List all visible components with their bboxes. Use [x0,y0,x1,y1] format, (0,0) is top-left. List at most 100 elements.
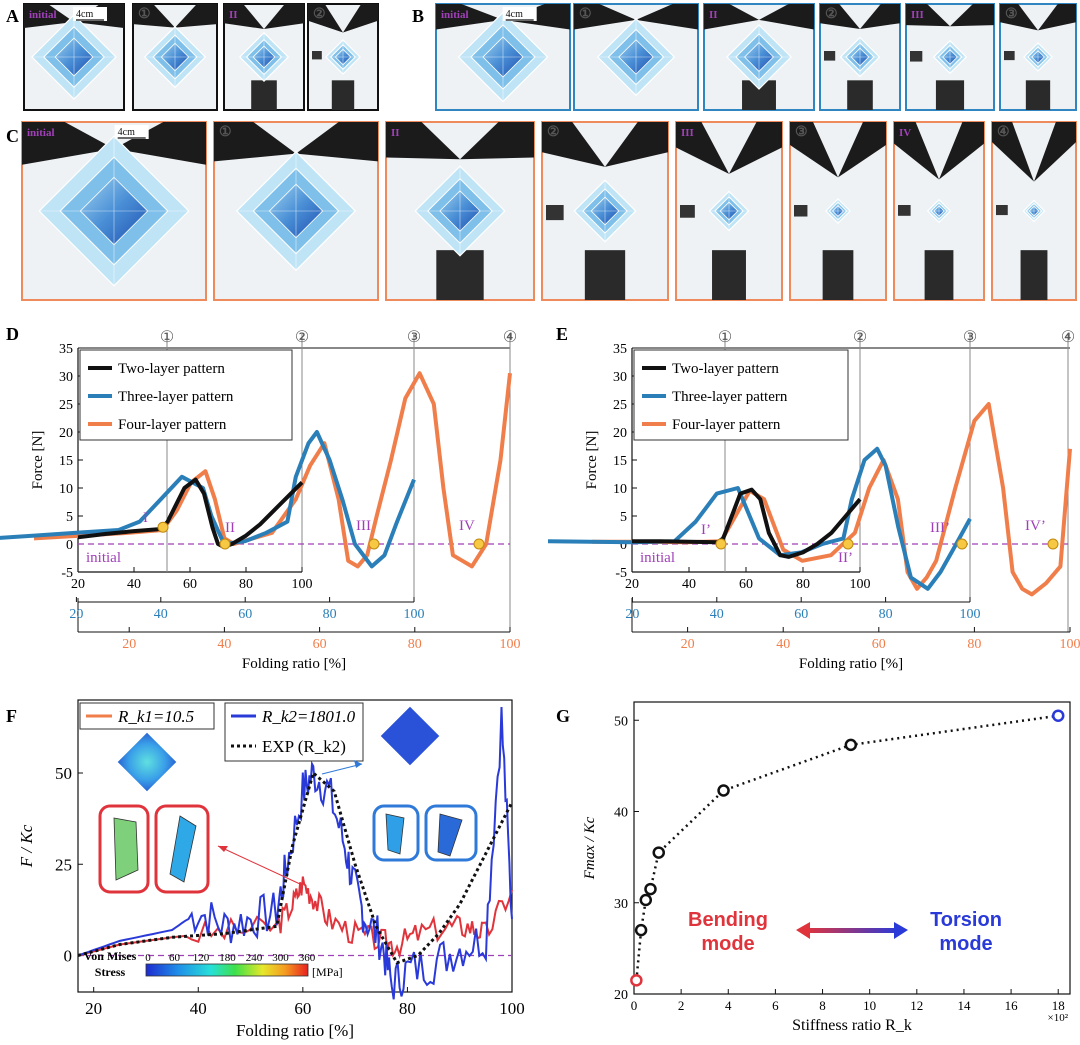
holder-arm [1034,122,1076,182]
scale-bar-label: 4cm [76,9,93,20]
scale-bar-label: 4cm [118,127,135,138]
x-tick-label-two: 100 [850,577,871,592]
clamp-block [935,80,965,110]
label-line: mode [701,933,754,955]
y-tick-label: 20 [613,426,627,441]
x-tick-label-four: 20 [122,637,136,652]
y-tick-label: 15 [59,454,73,469]
y-tick-label: 5 [66,510,73,525]
y-tick-label: 25 [59,398,73,413]
scale-bg [114,125,149,139]
y-axis-label: Fmax / Kc [582,816,598,880]
fe-part [385,813,405,855]
camera [910,51,923,62]
panel-letter-g: G [556,706,570,726]
x-tick-label-three: 100 [960,607,981,622]
state-marker [715,538,727,550]
legend-label: Two-layer pattern [118,361,225,377]
photo-frame: initial 4cm [435,3,571,111]
photo-frame: initial 4cm [23,3,125,111]
data-point [717,784,730,797]
clamp-block [1025,80,1051,110]
frame-label: ③ [1005,7,1018,22]
frame-label: II [229,9,238,21]
y-tick-label: -5 [615,566,627,581]
legend: Two-layer pattern Three-layer pattern Four… [633,349,849,441]
y-tick-label: 35 [613,342,627,357]
x-axis-label: Folding ratio [%] [236,1021,354,1040]
holder-arm [1000,4,1038,31]
clamp-block [822,250,854,300]
chart-f: 20 40 60 80 100 0 25 50 Folding ratio [%] F / Kc R… [17,699,525,1040]
legend-rk2: R_k2=1801.0 EXP (R_k2) [224,702,364,762]
scale-bg [502,7,537,21]
camera [1004,51,1015,61]
series-line [0,430,416,569]
camera [546,205,564,221]
y-tick-label: 40 [614,806,628,821]
holder-arm [24,4,74,28]
x-tick-label-two: 100 [292,577,313,592]
state-label: III’ [930,520,950,536]
y-tick-label: 35 [59,342,73,357]
x-tick-label-four: 80 [967,637,981,652]
x-tick-label: 20 [85,999,102,1018]
panel-b-photos: initial 4cm ① II ② III ③ [435,3,1077,111]
y-tick-label: 25 [613,398,627,413]
x-tick-label-four: 40 [217,637,231,652]
holder-arm [704,4,759,30]
y-tick-label: 15 [613,454,627,469]
fe-plate-bending [116,731,178,793]
state-label: IV [459,518,475,534]
data-point [630,974,643,987]
x-tick-label-three: 80 [879,607,893,622]
y-tick-label: 0 [64,947,73,966]
legend-label: R_k1=10.5 [117,707,194,726]
panel-letter-a: A [6,6,19,26]
x-axis-label: Stiffness ratio R_k [792,1017,912,1034]
x-tick-label-four: 40 [776,637,790,652]
legend-rk1: R_k1=10.5 [79,702,215,730]
legend-label: EXP (R_k2) [262,737,346,756]
colorbar-title: Von Mises Stress [84,949,137,979]
photo-frame: initial 4cm [21,121,207,301]
x-tick-label-two: 60 [739,577,753,592]
y-tick-label: 0 [66,538,73,553]
holder-arm [950,4,994,27]
bending-mode-label: Bending mode [688,909,768,955]
y-axis-label: F / Kc [17,824,36,868]
top-marker: ④ [1061,329,1075,346]
x-tick-label-four: 100 [1060,637,1080,652]
holder-arm [992,122,1034,182]
top-marker: ③ [407,329,421,346]
frame-label: III [681,127,694,139]
panel-letter-d: D [6,324,19,344]
colorbar-tick: 180 [219,952,236,964]
holder-arm [114,122,206,165]
y-tick-label: 0 [620,538,627,553]
frame-label: ② [313,7,326,22]
frame-label: initial [441,9,469,21]
clamp-block [331,80,355,110]
y-tick-label: 5 [620,510,627,525]
x-tick-label: 14 [957,998,971,1013]
holder-arm [264,4,304,29]
x-tick-label: 100 [499,999,525,1018]
legend-label: Two-layer pattern [672,361,779,377]
photo-frame: II [223,3,305,111]
camera [312,51,322,60]
x-tick-label-three: 20 [625,607,639,622]
colorbar-title-line: Stress [95,965,126,979]
x-tick-label-two: 20 [625,577,639,592]
label-line: mode [939,933,992,955]
x-tick-label-three: 20 [69,607,83,622]
state-label: III [356,518,371,534]
holder-arm [790,122,838,178]
state-label: IV’ [1025,518,1046,534]
pointer-blue-head [354,760,362,768]
holder-arm [939,122,984,180]
holder-arm [296,122,378,162]
